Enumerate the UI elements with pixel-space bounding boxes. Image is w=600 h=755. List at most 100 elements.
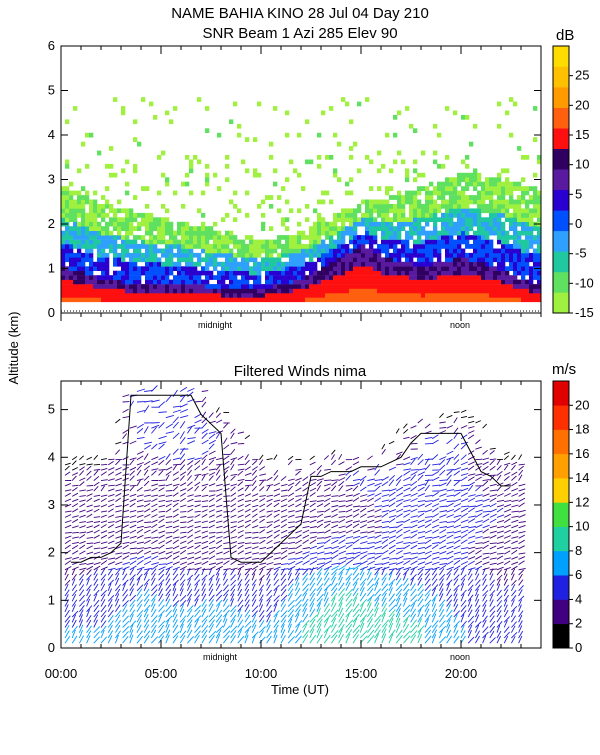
- snr-cell: [253, 253, 257, 258]
- snr-cell: [461, 173, 465, 178]
- wind-barb: [331, 635, 337, 644]
- wind-barb: [137, 548, 144, 549]
- wind-barb: [483, 590, 488, 596]
- snr-cell: [221, 235, 225, 240]
- wind-barb: [468, 561, 475, 565]
- wind-barb: [65, 472, 70, 476]
- snr-cell: [197, 226, 201, 231]
- snr-cell: [421, 289, 425, 294]
- snr-cell: [109, 164, 113, 169]
- snr-cell: [461, 208, 465, 213]
- wind-barb: [461, 526, 469, 528]
- wind-barb: [187, 461, 193, 465]
- snr-cell: [81, 240, 85, 245]
- snr-cell: [297, 262, 301, 267]
- wind-barb: [209, 440, 216, 444]
- wind-barb: [483, 462, 489, 465]
- snr-cell: [469, 226, 473, 231]
- snr-cell: [241, 240, 245, 245]
- snr-cell: [145, 275, 149, 280]
- wind-barb: [259, 509, 264, 512]
- snr-cell: [497, 280, 501, 285]
- snr-cell: [293, 244, 297, 249]
- snr-cell: [517, 289, 521, 294]
- wind-barb: [367, 553, 375, 554]
- wind-barb: [331, 496, 338, 497]
- wind-barb: [137, 515, 143, 517]
- snr-cell: [529, 195, 533, 200]
- wind-barb: [187, 557, 194, 559]
- snr-cell: [285, 275, 289, 280]
- wind-barb: [159, 422, 165, 428]
- snr-cell: [77, 249, 81, 254]
- snr-cell: [477, 284, 481, 289]
- snr-cell: [293, 280, 297, 285]
- snr-cell: [233, 191, 237, 196]
- snr-cell: [189, 262, 193, 267]
- wind-barb: [108, 531, 114, 533]
- wind-barb: [252, 509, 257, 512]
- snr-cell: [177, 231, 181, 236]
- snr-colorbar-swatch: [553, 87, 569, 108]
- snr-cell: [349, 155, 353, 160]
- snr-cell: [93, 200, 97, 205]
- snr-cell: [469, 195, 473, 200]
- snr-cell: [77, 271, 81, 276]
- wind-barb: [439, 460, 444, 465]
- wind-barb: [339, 519, 345, 522]
- wind-barb: [454, 515, 462, 517]
- snr-cell: [357, 204, 361, 209]
- wind-barb: [115, 442, 121, 444]
- snr-cell: [533, 106, 537, 111]
- snr-cell: [273, 262, 277, 267]
- wind-barb: [72, 567, 79, 570]
- snr-cell: [137, 297, 141, 302]
- snr-cell: [281, 217, 285, 222]
- snr-cell: [245, 275, 249, 280]
- snr-cell: [489, 284, 493, 289]
- wind-barb: [303, 603, 308, 611]
- snr-cell: [317, 253, 321, 258]
- wind-barb: [389, 509, 396, 512]
- snr-cell: [529, 275, 533, 280]
- snr-cell: [173, 262, 177, 267]
- wind-barb: [108, 461, 113, 465]
- snr-cell: [461, 257, 465, 262]
- wind-barb: [288, 460, 292, 465]
- snr-cell: [445, 289, 449, 294]
- snr-cell: [169, 222, 173, 227]
- snr-cell: [509, 133, 513, 138]
- wind-barb: [94, 482, 100, 486]
- snr-cell: [489, 200, 493, 205]
- wind-barb: [216, 498, 222, 501]
- snr-cell: [73, 204, 77, 209]
- snr-cell: [477, 222, 481, 227]
- wind-barb: [115, 568, 122, 570]
- snr-cell: [473, 168, 477, 173]
- snr-cell: [237, 240, 241, 245]
- snr-cell: [185, 222, 189, 227]
- wind-barb: [166, 616, 172, 622]
- wind-barb: [483, 525, 490, 528]
- wind-barb: [151, 469, 158, 471]
- snr-cell: [65, 160, 69, 165]
- snr-cell: [425, 244, 429, 249]
- wind-barb: [411, 443, 418, 444]
- snr-cell: [473, 213, 477, 218]
- snr-cell: [217, 284, 221, 289]
- snr-cell: [173, 106, 177, 111]
- snr-cell: [497, 226, 501, 231]
- snr-cell: [409, 222, 413, 227]
- wind-barb: [375, 615, 382, 623]
- snr-cell: [481, 222, 485, 227]
- snr-cell: [169, 266, 173, 271]
- snr-cell: [393, 280, 397, 285]
- snr-cell: [73, 208, 77, 213]
- wind-barb: [202, 487, 207, 492]
- snr-cell: [333, 173, 337, 178]
- snr-cell: [429, 253, 433, 258]
- snr-cell: [277, 257, 281, 262]
- snr-cell: [449, 204, 453, 209]
- snr-cell: [297, 289, 301, 294]
- wind-barb: [475, 566, 482, 570]
